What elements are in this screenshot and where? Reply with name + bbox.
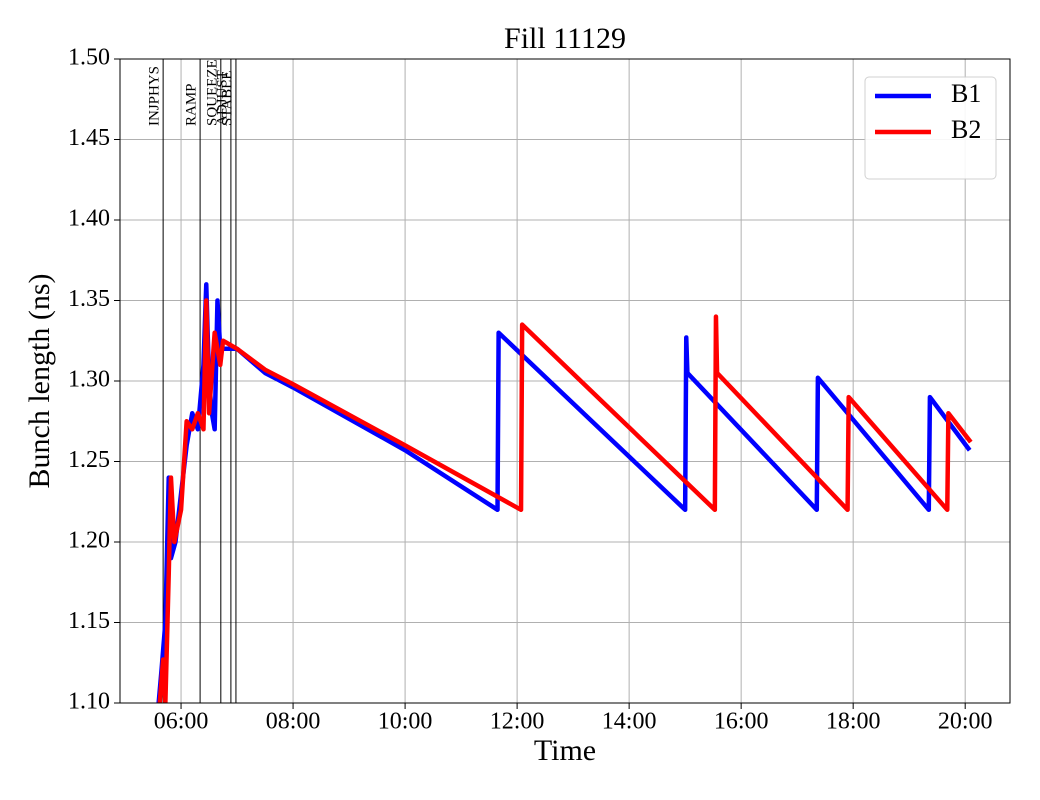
- x-tick-label: 20:00: [938, 709, 993, 735]
- x-tick-label: 14:00: [602, 709, 657, 735]
- x-tick-label: 08:00: [266, 709, 321, 735]
- x-tick-label: 16:00: [714, 709, 769, 735]
- y-axis-label: Bunch length (ns): [23, 274, 56, 489]
- phase-label: STABLE: [219, 71, 235, 126]
- y-tick-label: 1.50: [68, 45, 110, 71]
- y-tick-label: 1.15: [68, 608, 110, 634]
- y-tick-label: 1.35: [68, 286, 110, 312]
- plot-frame: [119, 58, 1011, 704]
- y-tick-label: 1.45: [68, 125, 110, 151]
- phase-label: SQUEEZE: [204, 59, 220, 126]
- x-tick-label: 06:00: [154, 709, 209, 735]
- phase-label: ADJUST: [214, 70, 230, 126]
- chart-title: Fill 11129: [504, 22, 626, 55]
- y-tick-label: 1.25: [68, 447, 110, 473]
- x-tick-label: 12:00: [490, 709, 545, 735]
- legend-label: B1: [951, 79, 981, 108]
- legend-label: B2: [951, 115, 981, 144]
- x-tick-label: 18:00: [826, 709, 881, 735]
- x-axis-label: Time: [534, 734, 596, 767]
- y-tick-label: 1.20: [68, 528, 110, 554]
- legend-box: [864, 76, 997, 180]
- y-tick-label: 1.40: [68, 206, 110, 232]
- series-line: [157, 298, 973, 703]
- phase-label: INJPHYS: [147, 66, 163, 126]
- x-tick-label: 10:00: [378, 709, 433, 735]
- y-tick-label: 1.30: [68, 367, 110, 393]
- y-tick-label: 1.10: [68, 689, 110, 715]
- phase-label: RAMP: [184, 83, 200, 126]
